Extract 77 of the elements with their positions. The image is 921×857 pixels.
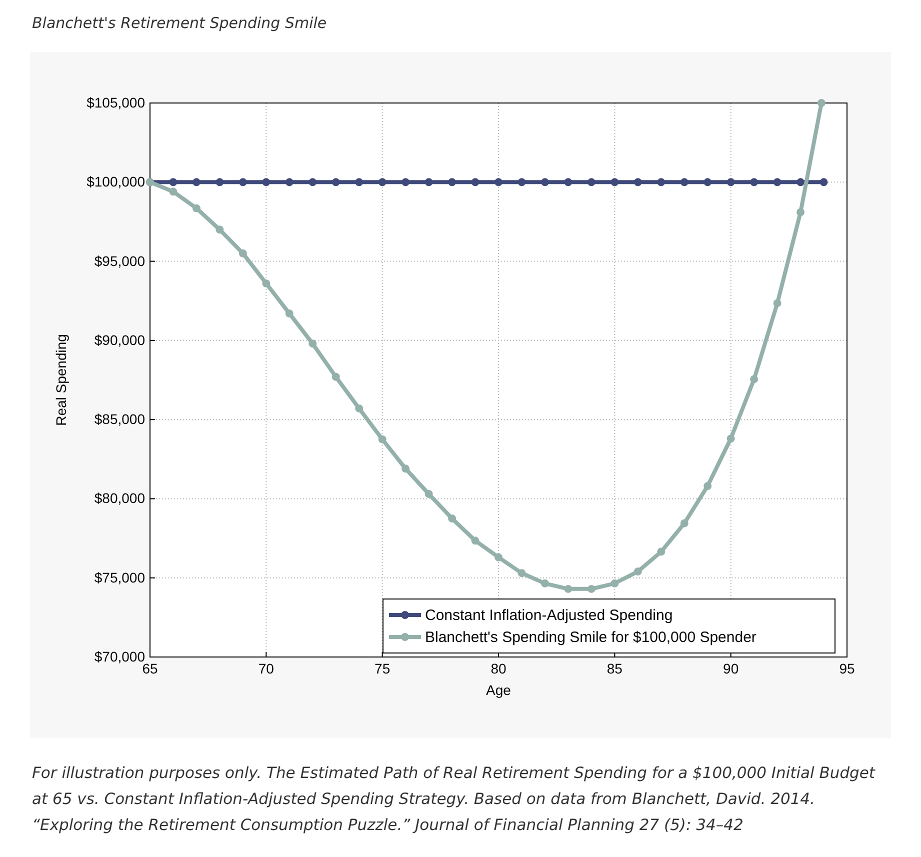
point <box>680 178 688 186</box>
point <box>448 178 456 186</box>
x-tick-label: 75 <box>374 660 390 677</box>
point <box>192 204 200 212</box>
point <box>332 178 340 186</box>
point <box>262 279 270 288</box>
point <box>518 569 526 578</box>
y-tick-label: $80,000 <box>94 490 146 506</box>
point <box>610 579 619 588</box>
point <box>448 514 456 522</box>
x-axis-title: Age <box>486 682 512 698</box>
point <box>657 548 666 556</box>
point <box>540 178 549 186</box>
point <box>471 536 480 545</box>
x-tick-label: 90 <box>723 660 739 677</box>
point <box>750 375 758 384</box>
y-tick-label: $85,000 <box>94 411 146 428</box>
point <box>634 568 642 576</box>
point <box>424 490 433 498</box>
y-tick-label: $105,000 <box>86 94 146 110</box>
point <box>494 178 502 186</box>
point <box>378 435 386 444</box>
point <box>355 178 364 186</box>
point <box>169 178 178 186</box>
point <box>238 178 247 186</box>
point <box>564 178 572 186</box>
point <box>540 579 549 588</box>
legend-label: Constant Inflation-Adjusted Spending <box>425 607 673 624</box>
point <box>238 249 247 258</box>
point <box>332 372 340 381</box>
x-tick-label: 95 <box>839 660 855 677</box>
point <box>773 299 782 308</box>
point <box>216 226 224 234</box>
y-tick-label: $90,000 <box>94 332 146 348</box>
x-tick-label: 80 <box>490 660 506 677</box>
point <box>773 178 782 186</box>
point <box>750 178 758 186</box>
point <box>402 178 410 186</box>
point <box>308 178 317 186</box>
point <box>402 464 410 473</box>
point <box>704 178 712 186</box>
point <box>796 178 805 186</box>
x-tick-label: 85 <box>606 660 623 677</box>
point <box>471 178 480 186</box>
point <box>587 178 596 186</box>
point <box>424 178 433 186</box>
point <box>726 434 735 443</box>
legend-label: Blanchett's Spending Smile for $100,000 Spender <box>425 629 756 646</box>
point <box>378 178 386 186</box>
text: For illustration purposes only. The Estimated Path of Real Retirement Spending for a $100,000 Initial Budget at 65 vs. Constant Inflation-Adjusted Spending Strategy. Based on data from Blanchett, David. 2014. “Exploring the Retirement Consumption Puzzle.” Journal of Financial Planning 27 (5): 34–42 <box>32 763 876 836</box>
point <box>285 310 294 318</box>
y-tick-label: $95,000 <box>94 252 146 269</box>
y-tick-label: $100,000 <box>86 174 146 190</box>
y-tick-label: $75,000 <box>94 569 146 586</box>
point <box>494 553 502 562</box>
point <box>216 178 224 186</box>
point <box>726 178 735 186</box>
point <box>587 584 596 593</box>
point <box>518 178 526 186</box>
point <box>169 188 178 196</box>
point <box>308 340 317 348</box>
point <box>820 178 828 186</box>
point <box>285 178 294 186</box>
point <box>634 178 642 186</box>
point <box>610 178 619 186</box>
point <box>796 208 805 216</box>
point <box>355 404 364 412</box>
point <box>262 178 270 186</box>
point <box>817 99 826 107</box>
point <box>704 482 712 490</box>
y-axis-title: Real Spending <box>53 334 69 426</box>
chart-title: Blanchett's Retirement Spending Smile <box>32 14 327 32</box>
point <box>192 178 200 186</box>
point <box>680 519 688 528</box>
point <box>564 584 572 593</box>
point <box>657 178 666 186</box>
x-tick-label: 70 <box>258 660 274 677</box>
